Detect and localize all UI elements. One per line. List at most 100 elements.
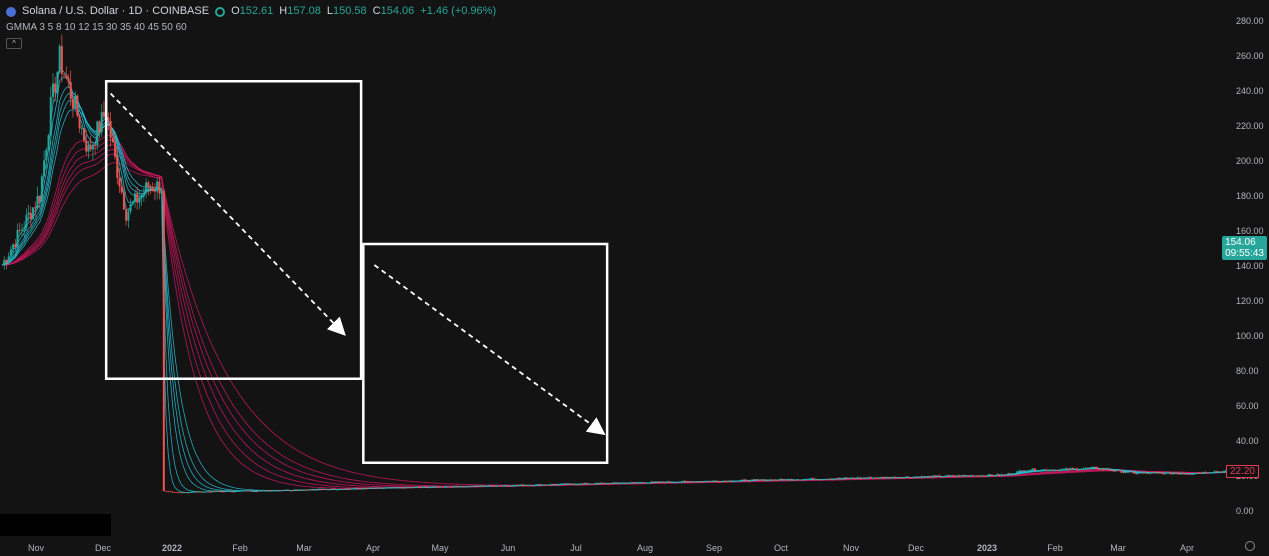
candle-body [1124, 472, 1127, 474]
candle-body [938, 475, 941, 477]
candle-body [546, 484, 549, 486]
bar-countdown: 09:55:43 [1225, 248, 1264, 259]
candle-body [448, 486, 451, 488]
symbol-title[interactable]: Solana / U.S. Dollar · 1D · COINBASE [22, 5, 210, 17]
candle-body [670, 482, 673, 484]
candle-body [1107, 468, 1110, 471]
candle-body [734, 480, 737, 482]
candle-body [140, 194, 143, 198]
candle-body [1051, 469, 1054, 471]
collapse-legend-icon[interactable]: ^ [6, 38, 22, 49]
candle-body [311, 489, 314, 491]
candle-body [814, 479, 817, 481]
candle-body [1193, 473, 1196, 475]
long-ema-line [1, 162, 1230, 486]
candle-body [612, 482, 615, 484]
candle-body [652, 481, 655, 483]
candle-body [912, 476, 915, 478]
candle-body [220, 491, 223, 493]
candle-body [892, 476, 895, 478]
candle-body [532, 485, 535, 487]
candle-body [114, 142, 117, 157]
candle-body [1045, 469, 1048, 471]
candle-body [406, 486, 409, 488]
candle-body [295, 489, 298, 491]
candle-body [191, 491, 194, 493]
last-price-value: 154.06 [1225, 237, 1256, 248]
candle-body [572, 484, 575, 486]
candle-body [1180, 473, 1183, 475]
candle-body [969, 475, 972, 477]
candle-body [36, 195, 39, 209]
candle-body [672, 482, 675, 484]
candle-body [153, 190, 156, 192]
short-ema-line [1, 93, 1230, 492]
candle-body [393, 487, 396, 488]
candle-body [555, 484, 558, 486]
candle-body [32, 207, 35, 220]
candle-body [488, 485, 491, 487]
candle-body [1022, 470, 1025, 472]
x-tick-label: Jul [570, 543, 582, 553]
candle-body [657, 481, 660, 483]
long-ema-line [1, 144, 1230, 488]
candle-body [639, 482, 642, 484]
candle-body [504, 485, 507, 487]
indicator-legend[interactable]: GMMA 3 5 8 10 12 15 30 35 40 45 50 60 [6, 22, 187, 33]
short-ema-line [1, 64, 1231, 493]
candle-body [550, 484, 553, 485]
candle-body [227, 490, 230, 492]
candle-body [475, 485, 478, 487]
candle-body [1140, 472, 1143, 474]
candle-body [284, 489, 287, 491]
candle-body [528, 485, 531, 486]
candle-body [329, 489, 332, 491]
candle-body [869, 477, 872, 479]
candle-body [169, 491, 172, 493]
candle-body [129, 203, 132, 212]
candle-body [309, 489, 312, 491]
candle-body [229, 490, 232, 492]
candle-body [486, 485, 489, 487]
candle-body [834, 478, 837, 480]
candle-body [27, 212, 30, 215]
settings-icon[interactable] [1245, 541, 1255, 551]
candle-body [1171, 473, 1174, 475]
candle-body [1104, 468, 1107, 470]
candle-body [541, 484, 544, 486]
candle-body [566, 483, 569, 485]
candle-body [238, 490, 241, 492]
candle-body [1042, 469, 1045, 471]
candle-body [971, 475, 974, 477]
candle-body [792, 479, 795, 481]
candle-body [544, 484, 547, 486]
candle-body [470, 485, 473, 487]
candle-body [736, 480, 739, 482]
trend-arrow [373, 264, 606, 436]
candle-body [1011, 473, 1014, 475]
candle-body [275, 490, 278, 492]
candle-body [364, 487, 367, 489]
candle-body [615, 482, 617, 484]
candle-body [712, 480, 715, 482]
candle-body [18, 229, 21, 231]
candle-body [107, 117, 110, 121]
candle-body [965, 475, 968, 477]
candle-body [1115, 469, 1118, 472]
candle-body [1058, 469, 1061, 471]
candle-body [289, 490, 292, 492]
candle-body [165, 491, 168, 492]
candle-body [431, 487, 434, 488]
candle-body [865, 477, 868, 479]
candle-body [863, 477, 866, 479]
candle-body [349, 488, 352, 490]
candle-body [490, 485, 493, 487]
candle-body [838, 477, 841, 479]
candle-body [918, 476, 921, 478]
candle-body [322, 489, 325, 490]
candle-body [539, 484, 542, 486]
candle-body [136, 193, 139, 203]
ohlc-close: C154.06 [373, 4, 415, 19]
